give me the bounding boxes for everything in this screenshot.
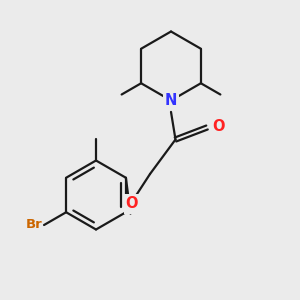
Text: O: O [126, 196, 138, 211]
Text: Br: Br [26, 218, 43, 232]
Text: O: O [212, 119, 225, 134]
Text: N: N [165, 93, 177, 108]
